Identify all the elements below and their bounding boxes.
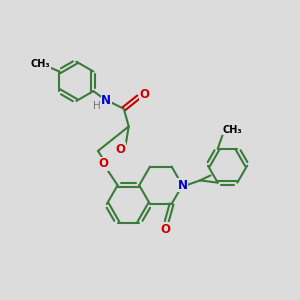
Text: O: O	[116, 142, 126, 155]
Text: CH₃: CH₃	[31, 58, 51, 69]
Text: CH₃: CH₃	[223, 125, 242, 135]
Text: O: O	[99, 157, 109, 170]
Text: O: O	[140, 88, 149, 100]
Text: H: H	[93, 101, 101, 111]
Text: O: O	[161, 223, 171, 236]
Text: N: N	[177, 179, 188, 192]
Text: N: N	[101, 94, 111, 107]
